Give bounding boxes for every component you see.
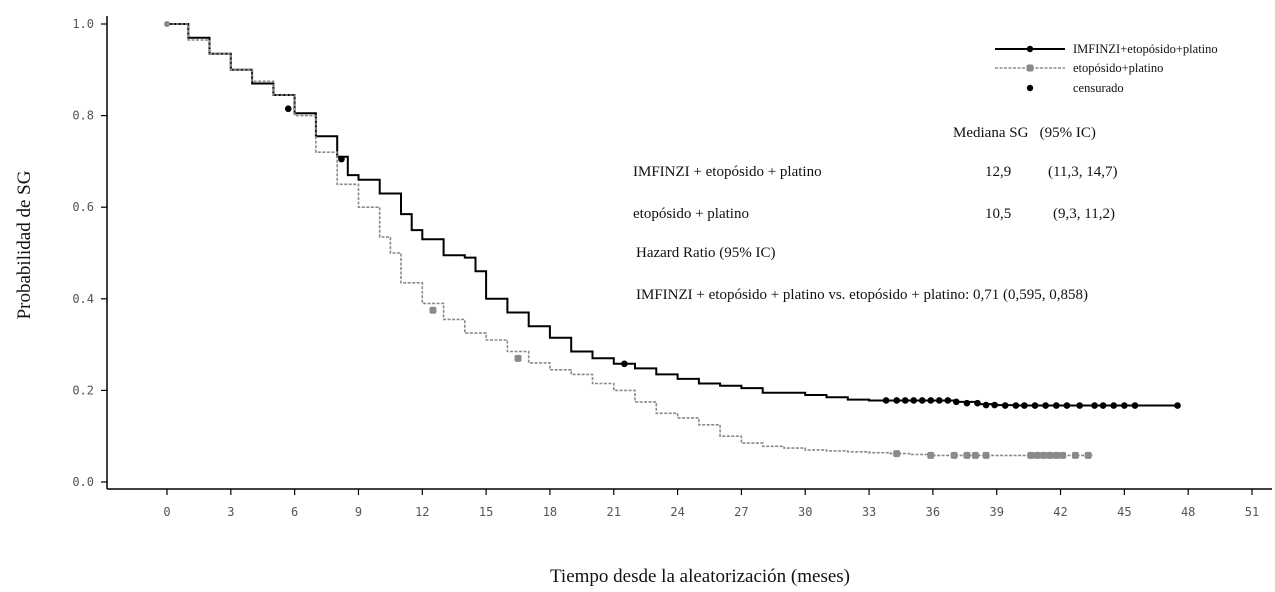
x-tick-label: 21 [607, 505, 621, 519]
censor-mark-imfinzi [974, 399, 981, 407]
censor-mark-imfinzi [901, 397, 909, 404]
censor-mark-ep [1046, 451, 1054, 459]
censor-mark-ep [1071, 451, 1079, 459]
legend-dot-imfinzi [1026, 45, 1034, 53]
censor-mark-ep [971, 451, 979, 459]
x-ticks: 0 3 6 9 12 15 18 21 24 27 30 33 36 39 42 45 48 51 [163, 489, 1259, 519]
x-tick-label: 36 [926, 505, 940, 519]
y-tick-label: 1.0 [72, 17, 94, 31]
censor-mark-ep [1059, 451, 1067, 459]
censor-mark-ep [1027, 451, 1035, 459]
censor-mark-imfinzi [1174, 402, 1181, 409]
y-tick-label: 0.8 [72, 109, 94, 123]
row-median-imfinzi: 12,9 [985, 164, 1011, 180]
x-tick-label: 42 [1053, 505, 1067, 519]
censor-mark-imfinzi [1052, 402, 1060, 409]
legend-label-ep: etopósido+platino [1073, 61, 1163, 75]
censor-mark-imfinzi [1031, 402, 1039, 409]
x-tick-label: 0 [163, 505, 170, 519]
x-tick-label: 15 [479, 505, 493, 519]
censor-mark-ep [893, 450, 901, 458]
censor-mark-ep [963, 451, 971, 459]
row-label-ep: etopósido + platino [633, 206, 749, 222]
censor-mark-imfinzi [1099, 402, 1107, 409]
censor-mark-imfinzi [1021, 402, 1028, 409]
hr-text: IMFINZI + etopósido + platino vs. etopós… [636, 287, 1088, 303]
censor-mark-imfinzi [991, 401, 998, 409]
censor-mark-ep [982, 451, 990, 459]
x-tick-label: 12 [415, 505, 429, 519]
stats-annotation: Mediana SG (95% IC) IMFINZI + etopósido … [633, 125, 1117, 303]
series-line-ep [167, 23, 1093, 457]
row-ci-ep: (9,3, 11,2) [1053, 206, 1115, 222]
censor-mark-ep [514, 354, 522, 362]
x-tick-label: 3 [227, 505, 234, 519]
y-tick-label: 0.4 [72, 292, 94, 306]
x-tick-label: 45 [1117, 505, 1131, 519]
censor-mark-ep [950, 451, 958, 459]
y-ticks: 0.0 0.2 0.4 0.6 0.8 1.0 [72, 17, 107, 489]
median-header: Mediana SG (95% IC) [953, 125, 1096, 141]
censor-mark-ep [1084, 451, 1092, 459]
censor-mark-imfinzi [927, 397, 935, 404]
x-tick-label: 27 [734, 505, 748, 519]
censor-mark-imfinzi [338, 155, 345, 163]
x-tick-label: 24 [670, 505, 684, 519]
x-tick-label: 9 [355, 505, 362, 519]
legend-label-censored: censurado [1073, 81, 1124, 95]
censor-mark-imfinzi [982, 401, 990, 409]
censor-mark-imfinzi [952, 398, 960, 406]
survival-curves [167, 23, 1178, 457]
y-tick-label: 0.0 [72, 475, 94, 489]
censor-marks [164, 21, 1181, 459]
censor-mark-imfinzi [621, 360, 628, 368]
x-tick-label: 33 [862, 505, 876, 519]
hr-header: Hazard Ratio (95% IC) [636, 245, 776, 261]
x-axis-label: Tiempo desde la aleatorización (meses) [550, 566, 850, 587]
censor-mark-imfinzi [918, 397, 926, 404]
censor-mark-imfinzi [1012, 402, 1020, 409]
censor-mark-imfinzi [893, 397, 901, 404]
y-tick-label: 0.2 [72, 383, 94, 397]
censor-mark-imfinzi [882, 397, 890, 404]
censor-mark-imfinzi [1076, 402, 1083, 409]
censor-mark-ep [429, 306, 437, 314]
legend-label-imfinzi: IMFINZI+etopósido+platino [1073, 42, 1218, 56]
censor-mark-ep [1040, 451, 1048, 459]
row-ci-imfinzi: (11,3, 14,7) [1048, 164, 1117, 180]
censor-mark-imfinzi [1001, 402, 1009, 409]
axes [106, 16, 1272, 490]
y-tick-label: 0.6 [72, 200, 94, 214]
censor-mark-ep [1052, 451, 1060, 459]
y-axis-label: Probabilidad de SG [14, 170, 35, 319]
censor-mark-imfinzi [963, 399, 971, 407]
censor-mark-imfinzi [944, 397, 952, 404]
legend-dot-ep [1026, 64, 1034, 72]
row-label-imfinzi: IMFINZI + etopósido + platino [633, 164, 822, 180]
censor-mark-imfinzi [284, 105, 292, 113]
censor-mark-imfinzi [1063, 402, 1071, 409]
censor-mark-imfinzi [1121, 402, 1128, 409]
row-median-ep: 10,5 [985, 206, 1011, 222]
legend: IMFINZI+etopósido+platino etopósido+plat… [995, 42, 1218, 95]
censor-mark-ep [927, 451, 935, 459]
x-tick-label: 6 [291, 505, 298, 519]
censor-mark-ep [1033, 451, 1041, 459]
x-tick-label: 30 [798, 505, 812, 519]
legend-dot-censored [1026, 84, 1034, 92]
censor-mark-imfinzi [910, 397, 918, 404]
x-tick-label: 18 [543, 505, 557, 519]
censor-mark-imfinzi [1042, 402, 1049, 409]
censor-mark-imfinzi [1131, 402, 1139, 409]
x-tick-label: 39 [989, 505, 1003, 519]
censor-mark-imfinzi [1110, 402, 1118, 409]
x-tick-label: 48 [1181, 505, 1195, 519]
censor-mark-imfinzi [935, 397, 943, 404]
censor-mark-imfinzi [1091, 402, 1098, 409]
start-point [164, 21, 170, 27]
x-tick-label: 51 [1245, 505, 1259, 519]
